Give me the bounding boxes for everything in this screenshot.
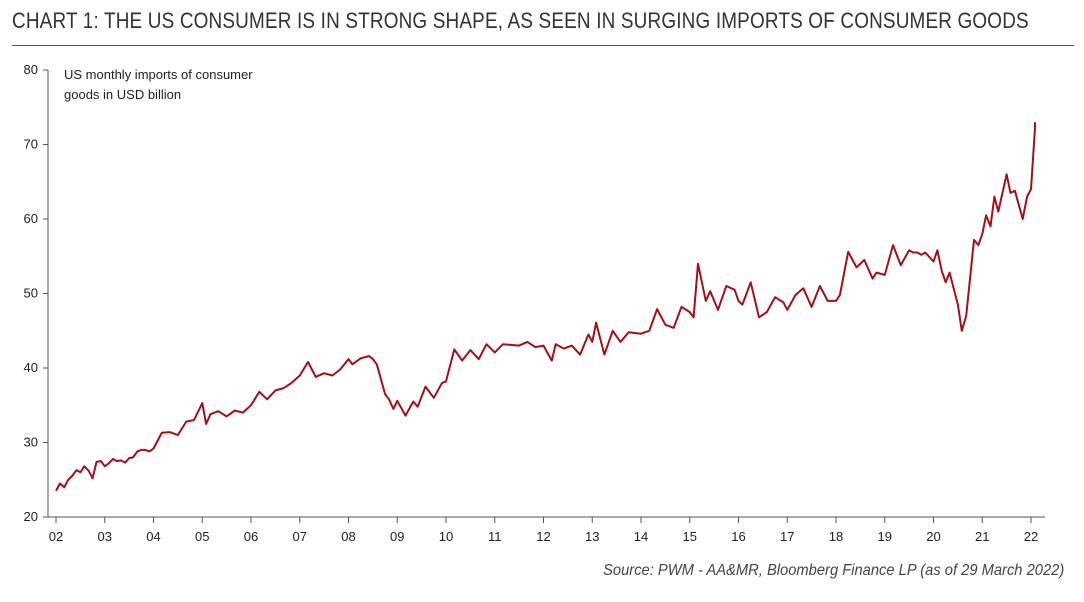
chart-series <box>55 122 1036 492</box>
y-tick-label: 50 <box>24 286 38 301</box>
y-axis-label-line: goods in USD billion <box>64 87 181 102</box>
x-tick-label: 10 <box>439 529 453 544</box>
x-tick-label: 08 <box>341 529 355 544</box>
x-tick-label: 02 <box>49 529 63 544</box>
series-line <box>55 122 1036 492</box>
x-tick-label: 09 <box>390 529 404 544</box>
y-tick-label: 30 <box>24 435 38 450</box>
y-tick-label: 20 <box>24 509 38 524</box>
source-note: Source: PWM - AA&MR, Bloomberg Finance L… <box>602 562 1064 579</box>
x-tick-label: 06 <box>244 529 258 544</box>
x-tick-label: 21 <box>975 529 989 544</box>
x-tick-label: 12 <box>536 529 550 544</box>
x-tick-label: 14 <box>634 529 648 544</box>
x-tick-label: 16 <box>731 529 745 544</box>
chart-title: CHART 1: THE US CONSUMER IS IN STRONG SH… <box>12 8 1029 33</box>
y-tick-label: 40 <box>24 360 38 375</box>
chart-axes: 20 30 40 50 60 70 80 02 03 04 05 06 07 08 09 10 11 12 13 14… <box>24 62 1045 544</box>
x-tick-label: 20 <box>926 529 940 544</box>
x-tick-label: 15 <box>683 529 697 544</box>
x-tick-label: 18 <box>829 529 843 544</box>
y-axis-label-line: US monthly imports of consumer <box>64 67 253 82</box>
x-tick-label: 11 <box>488 529 502 544</box>
y-tick-label: 60 <box>24 211 38 226</box>
x-tick-label: 13 <box>585 529 599 544</box>
title-rule <box>12 45 1074 46</box>
x-tick-label: 03 <box>98 529 112 544</box>
x-tick-label: 05 <box>195 529 209 544</box>
y-axis-label: US monthly imports of consumer goods in U… <box>64 67 253 102</box>
y-tick-label: 80 <box>24 62 38 77</box>
x-tick-label: 22 <box>1024 529 1038 544</box>
x-tick-label: 04 <box>146 529 160 544</box>
x-tick-label: 07 <box>293 529 307 544</box>
x-tick-label: 17 <box>780 529 794 544</box>
x-tick-label: 19 <box>878 529 892 544</box>
y-tick-label: 70 <box>24 137 38 152</box>
